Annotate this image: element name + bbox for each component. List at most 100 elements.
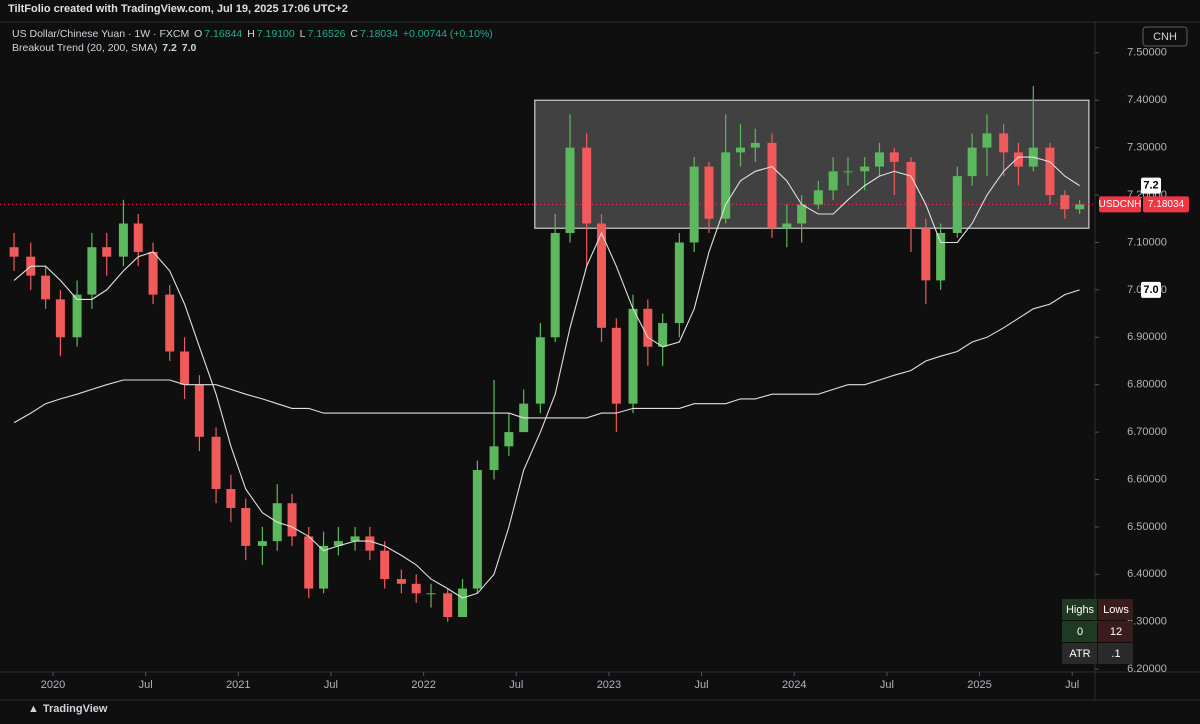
y-tick-label: 6.20000	[1127, 663, 1167, 675]
range-box	[534, 99, 1090, 229]
ohlc-value: 7.18034	[360, 28, 398, 40]
candle-body	[1075, 204, 1085, 210]
candle-body	[396, 579, 406, 584]
y-tick-label: 7.10000	[1127, 236, 1167, 248]
currency-label: CNH	[1153, 31, 1177, 43]
price-tag-symbol: USDCNH	[1099, 199, 1142, 210]
candle-body	[704, 166, 714, 219]
candle-body	[148, 251, 158, 295]
candle-body	[797, 204, 807, 224]
candle-body	[211, 436, 221, 489]
x-tick-label: Jul	[324, 679, 338, 691]
table-cell	[1098, 621, 1133, 642]
currency-button[interactable]	[1142, 26, 1188, 47]
candle-body	[165, 294, 175, 352]
x-tick-label: Jul	[509, 679, 523, 691]
candle-body	[782, 223, 792, 229]
candle-body	[72, 294, 82, 338]
candle-body	[860, 166, 870, 172]
candle-body	[118, 223, 128, 257]
candle-body	[380, 550, 390, 580]
table-cell	[1062, 599, 1097, 620]
change: +0.00744 (+0.10%)	[402, 28, 493, 40]
axis-tag	[1141, 281, 1161, 298]
candle-body	[9, 247, 19, 257]
y-tick-label: 6.80000	[1127, 379, 1167, 391]
ohlc-value: 7.19100	[256, 28, 295, 40]
x-tick-label: 2020	[41, 679, 65, 691]
candle-body	[628, 308, 638, 404]
candle-body	[1045, 147, 1055, 196]
x-tick-label: Jul	[139, 679, 153, 691]
candle-body	[689, 166, 699, 243]
candle-body	[889, 152, 899, 162]
candle-body	[443, 593, 453, 618]
price-tag	[1099, 196, 1141, 213]
y-tick-label: 6.30000	[1127, 616, 1167, 628]
table-text: Highs	[1066, 604, 1095, 616]
candle-body	[658, 323, 668, 347]
brand-text: TradingView	[42, 703, 108, 715]
table-text: .1	[1111, 648, 1120, 660]
x-tick-label: 2024	[782, 679, 806, 691]
candle-body	[597, 223, 607, 328]
candle-body	[535, 337, 545, 404]
ohlc-value: 7.16844	[204, 28, 243, 40]
candle-body	[180, 351, 190, 385]
candle-body	[813, 190, 823, 205]
table-text: Lows	[1103, 604, 1129, 616]
candle-body	[967, 147, 977, 177]
x-tick-label: Jul	[695, 679, 709, 691]
symbol-legend: US Dollar/Chinese Yuan · 1W · FXCM O 7.16…	[12, 28, 495, 40]
table-cell	[1062, 621, 1097, 642]
price-tag-value: 7.18034	[1148, 199, 1185, 210]
y-tick-label: 6.60000	[1127, 473, 1167, 485]
candle-body	[458, 588, 468, 618]
table-cell	[1098, 643, 1133, 664]
candle-body	[936, 232, 946, 281]
axis-tag	[1141, 177, 1161, 194]
candle-body	[1060, 195, 1070, 210]
candle-body	[643, 308, 653, 347]
axis-tag-label: 7.2	[1143, 179, 1158, 191]
y-tick-label: 6.70000	[1127, 426, 1167, 438]
candle-body	[982, 133, 992, 148]
candle-body	[350, 536, 360, 542]
candle-body	[906, 161, 916, 229]
candle-body	[102, 247, 112, 257]
x-tick-label: 2023	[597, 679, 621, 691]
candle-body	[674, 242, 684, 324]
candle-body	[241, 507, 251, 546]
axis-tag-label: 7.0	[1143, 284, 1158, 296]
price-tag	[1143, 196, 1189, 213]
candle-body	[565, 147, 575, 233]
candle-body	[304, 536, 314, 589]
table-text: 0	[1077, 626, 1083, 638]
candle-body	[411, 583, 421, 594]
indicator-name: Breakout Trend (20, 200, SMA)	[12, 42, 158, 54]
candle-body	[767, 142, 777, 229]
candle-body	[426, 593, 436, 595]
candle-body	[41, 275, 51, 300]
symbol: US Dollar/Chinese Yuan · 1W · FXCM	[12, 28, 190, 40]
brand: ▲ TradingView	[28, 703, 108, 715]
sma-line	[13, 289, 1080, 424]
candle-body	[721, 152, 731, 219]
candle-body	[952, 176, 962, 233]
candle-body	[874, 152, 884, 167]
candle-body	[999, 133, 1009, 153]
candle-body	[87, 247, 97, 295]
table-text: ATR	[1069, 648, 1090, 660]
x-tick-label: 2021	[226, 679, 250, 691]
x-tick-label: 2022	[411, 679, 435, 691]
candle-body	[55, 299, 65, 338]
ohlc-label: C	[350, 28, 358, 40]
y-tick-label: 6.90000	[1127, 331, 1167, 343]
x-tick-label: Jul	[1065, 679, 1079, 691]
y-tick-label: 7.30000	[1127, 142, 1167, 154]
candle-body	[1013, 152, 1023, 167]
candle-body	[921, 228, 931, 281]
candle-body	[828, 171, 838, 191]
table-text: 12	[1110, 626, 1122, 638]
